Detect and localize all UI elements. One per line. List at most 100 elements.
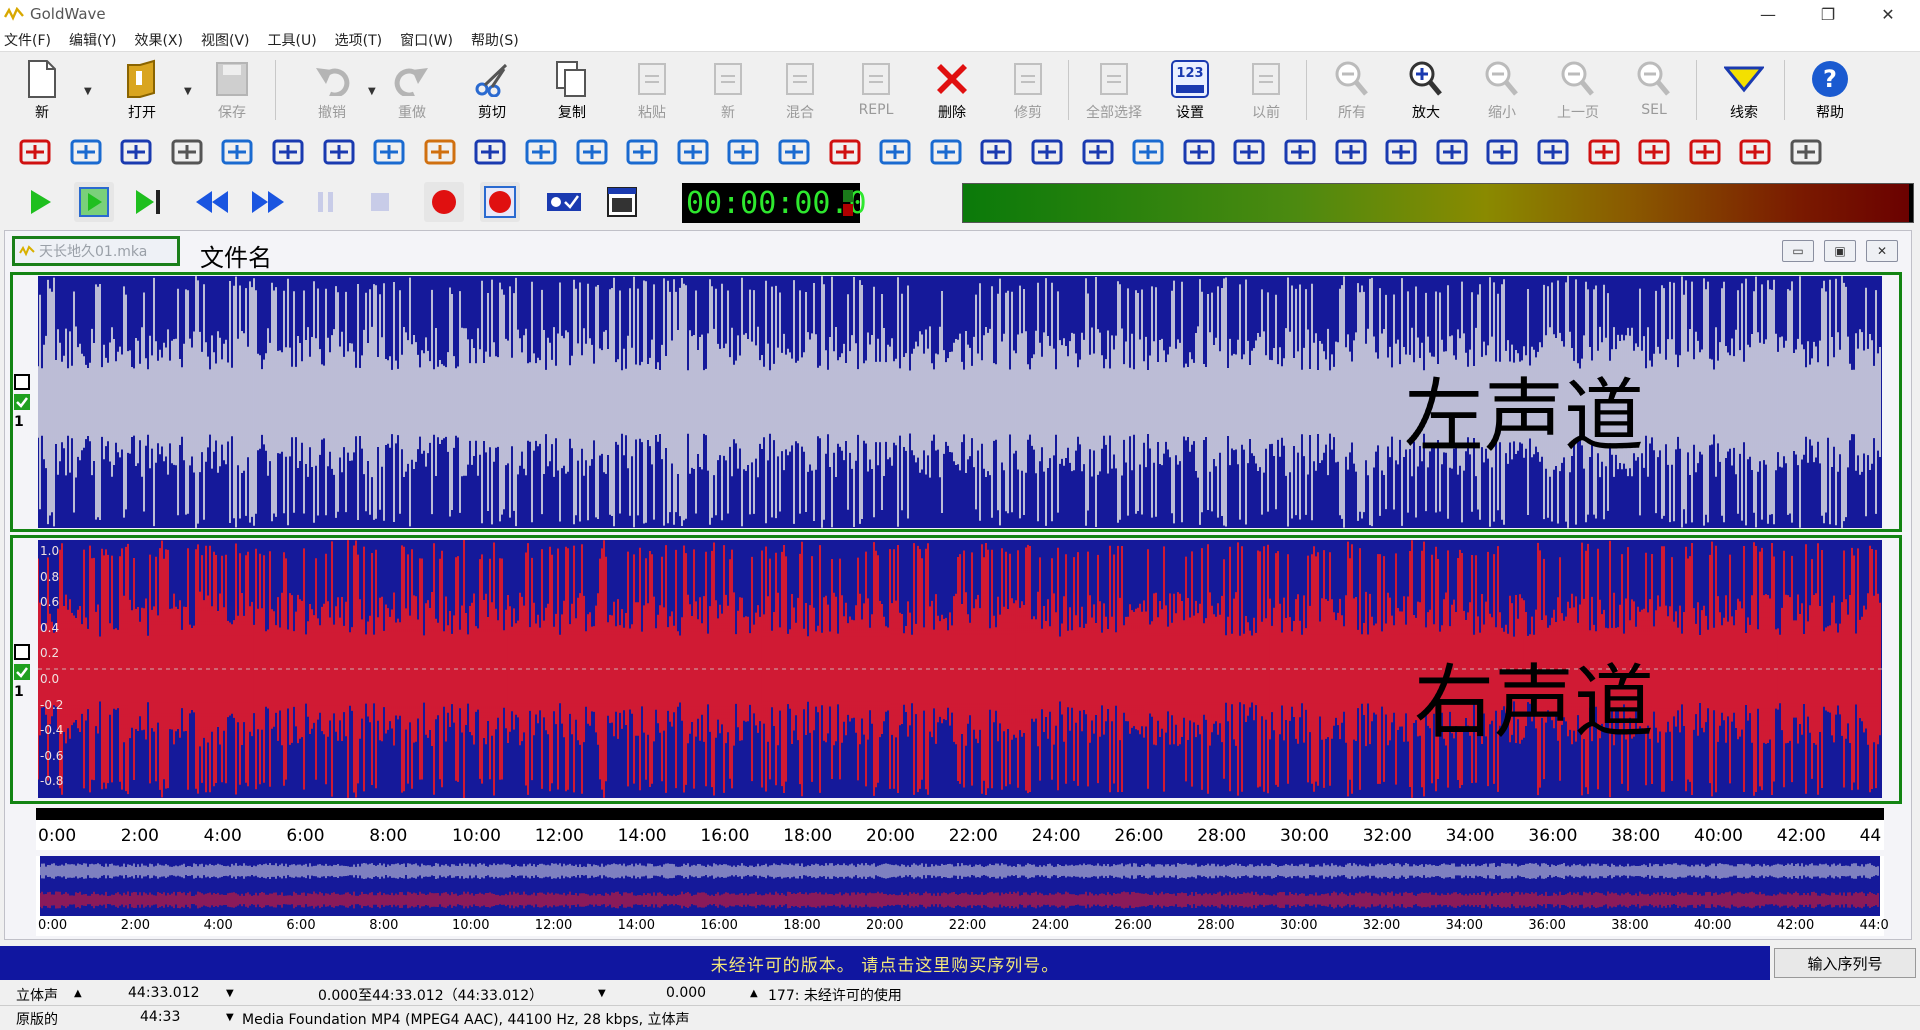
fade-out-button[interactable] <box>1079 133 1117 171</box>
noise-reduction-button[interactable] <box>927 133 965 171</box>
dropdown-arrow-icon[interactable]: ▼ <box>84 86 92 97</box>
maximize-volume-button[interactable] <box>67 133 105 171</box>
toolbar-set-marker-button[interactable]: 123 设置 <box>1158 58 1222 122</box>
echo-button[interactable] <box>775 133 813 171</box>
toolbar-zoom-previous-button[interactable]: 上一页 <box>1546 58 1610 122</box>
menu-effects[interactable]: 效果(X) <box>134 32 183 49</box>
control-properties-button[interactable] <box>544 182 584 222</box>
toolbar-zoom-out-button[interactable]: 缩小 <box>1470 58 1534 122</box>
timer-button[interactable] <box>1787 133 1825 171</box>
toolbar-zoom-in-button[interactable]: 放大 <box>1394 58 1458 122</box>
play-selection-button[interactable] <box>74 182 114 222</box>
menu-tools[interactable]: 工具(U) <box>267 32 317 49</box>
remove-silence-button[interactable] <box>16 133 54 171</box>
record-button[interactable] <box>424 182 464 222</box>
down-arrow-icon[interactable]: ▼ <box>226 988 234 999</box>
volume-up-button[interactable] <box>1129 133 1167 171</box>
spectrum-button[interactable] <box>724 133 762 171</box>
dropdown-arrow-icon[interactable]: ▼ <box>184 86 192 97</box>
menu-edit[interactable]: 编辑(Y) <box>68 32 117 49</box>
menu-file[interactable]: 文件(F) <box>4 32 51 49</box>
dropdown-arrow-icon[interactable]: ▼ <box>368 86 376 97</box>
down-arrow-icon[interactable]: ▼ <box>226 1012 234 1023</box>
toolbar-trim-button[interactable]: 修剪 <box>996 58 1060 122</box>
minimize-button[interactable]: — <box>1760 4 1776 24</box>
timeline-ruler[interactable]: 0:00 2:00 4:00 6:00 8:00 10:00 12:00 14:00 16:00… <box>36 808 1884 850</box>
settings-gear-button[interactable] <box>370 133 408 171</box>
restore-button[interactable]: ❐ <box>1820 4 1836 24</box>
enter-serial-button[interactable]: 输入序列号 <box>1774 948 1916 978</box>
left-channel-waveform[interactable] <box>38 276 1882 528</box>
marker-b-button[interactable] <box>1686 133 1724 171</box>
menu-view[interactable]: 视图(V) <box>200 32 250 49</box>
register-banner[interactable]: 未经许可的版本。 请点击这里购买序列号。 <box>0 946 1770 980</box>
stereo-shift-button[interactable] <box>522 133 560 171</box>
volume-shape-button[interactable] <box>269 133 307 171</box>
time-warp-button[interactable] <box>1585 133 1623 171</box>
invert-button[interactable] <box>623 133 661 171</box>
doc-minimize-button[interactable]: ▭ <box>1782 240 1814 262</box>
toolbar-redo-button[interactable]: 重做 <box>380 58 444 122</box>
toolbar-delete-button[interactable]: 删除 <box>920 58 984 122</box>
offset-button[interactable] <box>1332 133 1370 171</box>
right-channel-waveform[interactable] <box>38 540 1882 798</box>
right-channel-enable-checkbox[interactable] <box>14 664 30 680</box>
toolbar-scissors-button[interactable]: 剪切 <box>460 58 524 122</box>
channel-mix-button[interactable] <box>674 133 712 171</box>
toolbar-open-folder-button[interactable]: 打开 <box>110 58 174 122</box>
overview-panel[interactable]: 0:00 2:00 4:00 6:00 8:00 10:00 12:00 14:00 16:00… <box>36 856 1889 936</box>
menu-options[interactable]: 选项(T) <box>334 32 383 49</box>
marker-a-button[interactable] <box>1635 133 1673 171</box>
pan-button[interactable] <box>218 133 256 171</box>
rewind-button[interactable] <box>192 182 232 222</box>
stop-button[interactable] <box>360 182 400 222</box>
fade-in-button[interactable] <box>1028 133 1066 171</box>
toolbar-replace-button[interactable]: REPL <box>844 58 908 122</box>
spectrum-filter-button[interactable] <box>977 133 1015 171</box>
toolbar-paste-button[interactable]: 粘贴 <box>620 58 684 122</box>
play-button[interactable] <box>20 182 60 222</box>
resample-button[interactable] <box>826 133 864 171</box>
record-selection-button[interactable] <box>480 182 520 222</box>
equalizer-button[interactable] <box>471 133 509 171</box>
left-right-button[interactable] <box>573 133 611 171</box>
fast-forward-button[interactable] <box>248 182 288 222</box>
toolbar-copy-button[interactable]: 复制 <box>540 58 604 122</box>
close-button[interactable]: ✕ <box>1881 4 1895 24</box>
doppler-button[interactable] <box>117 133 155 171</box>
toolbar-zoom-all-button[interactable]: 所有 <box>1320 58 1384 122</box>
left-channel-enable-checkbox[interactable] <box>14 394 30 410</box>
toolbar-undo-button[interactable]: 撤销 <box>300 58 364 122</box>
toolbar-new-file-button[interactable]: 新 <box>10 58 74 122</box>
mute-button[interactable] <box>1433 133 1471 171</box>
doc-close-button[interactable]: ✕ <box>1866 240 1898 262</box>
mechanize-button[interactable] <box>421 133 459 171</box>
channel-right-button[interactable] <box>1281 133 1319 171</box>
toolbar-paste-new-button[interactable]: 新 <box>696 58 760 122</box>
toolbar-mix-button[interactable]: 混合 <box>768 58 832 122</box>
volume-down-button[interactable] <box>1180 133 1218 171</box>
filter-crossfade-button[interactable] <box>168 133 206 171</box>
up-arrow-icon[interactable]: ▲ <box>750 988 758 999</box>
down-arrow-icon[interactable]: ▼ <box>598 988 606 999</box>
toolbar-cue-button[interactable]: 线索 <box>1712 58 1776 122</box>
toolbar-save-button[interactable]: 保存 <box>200 58 264 122</box>
document-tab[interactable]: 天长地久01.mka <box>12 236 180 266</box>
silence-button[interactable] <box>1483 133 1521 171</box>
channel-left-button[interactable] <box>1230 133 1268 171</box>
pause-button[interactable] <box>306 182 346 222</box>
visual-window-button[interactable] <box>602 182 642 222</box>
marker-c-button[interactable] <box>1736 133 1774 171</box>
menu-window[interactable]: 窗口(W) <box>400 32 453 49</box>
toolbar-select-all-button[interactable]: 全部选择 <box>1082 58 1146 122</box>
pitch-button[interactable] <box>876 133 914 171</box>
toolbar-help-button[interactable]: ? 帮助 <box>1798 58 1862 122</box>
up-arrow-icon[interactable]: ▲ <box>74 988 82 999</box>
toolbar-previous-selection-button[interactable]: 以前 <box>1234 58 1298 122</box>
doc-maximize-button[interactable]: ▣ <box>1824 240 1856 262</box>
play-to-end-button[interactable] <box>128 182 168 222</box>
menu-help[interactable]: 帮助(S) <box>470 32 519 49</box>
toolbar-zoom-selection-button[interactable]: SEL <box>1622 58 1686 122</box>
reverse-button[interactable] <box>320 133 358 171</box>
insert-silence-button[interactable] <box>1534 133 1572 171</box>
